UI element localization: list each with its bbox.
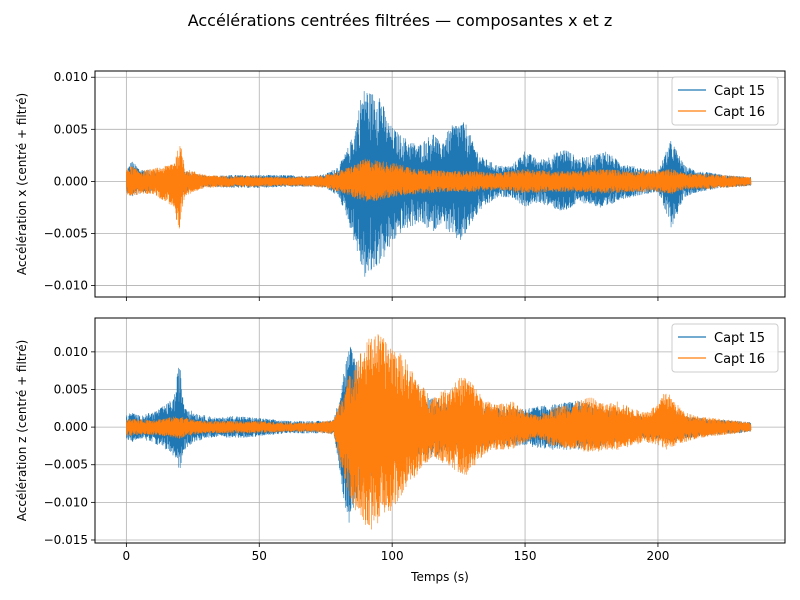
legend-label: Capt 16 <box>714 352 765 367</box>
x-tick-label: 100 <box>381 549 404 563</box>
series-line-capt-16 <box>126 146 752 229</box>
y-tick-label: 0.010 <box>54 345 88 359</box>
y-tick-label: 0.005 <box>54 122 88 136</box>
x-tick-label: 200 <box>646 549 669 563</box>
legend-box <box>671 323 779 373</box>
y-tick-label: 0.010 <box>54 70 88 84</box>
series-line-capt-16 <box>126 334 752 530</box>
legend-label: Capt 15 <box>714 84 765 99</box>
y-tick-label: −0.010 <box>44 279 88 293</box>
figure-title: Accélérations centrées filtrées — compos… <box>188 11 613 30</box>
x-axis-title: Temps (s) <box>410 570 469 584</box>
y-tick-label: −0.010 <box>44 495 88 509</box>
panel-x-acceleration: −0.010 −0.005 0.000 0.005 0.010 Accélération … <box>15 70 786 301</box>
y-tick-label: 0.000 <box>54 174 88 188</box>
x-tick-label: 50 <box>252 549 267 563</box>
axes-frame <box>94 317 786 544</box>
y-tick-label: −0.005 <box>44 226 88 240</box>
traces-group <box>126 334 752 530</box>
traces-group <box>126 90 752 277</box>
y-axis-title: Accélération x (centré + filtré) <box>15 93 29 275</box>
y-tick-label: −0.015 <box>44 533 88 547</box>
x-tick-label: 0 <box>123 549 131 563</box>
y-tick-label: 0.000 <box>54 420 88 434</box>
legend-label: Capt 16 <box>714 105 765 120</box>
legend: Capt 15 Capt 16 <box>671 76 779 126</box>
x-tick-label: 150 <box>514 549 537 563</box>
panel-z-acceleration: 0 50 100 150 200 −0.015 −0.010 −0.005 0.000 0.005… <box>15 317 786 563</box>
y-axis-title: Accélération z (centré + filtré) <box>15 340 29 522</box>
axes-frame <box>94 70 786 298</box>
legend: Capt 15 Capt 16 <box>671 323 779 373</box>
legend-label: Capt 15 <box>714 331 765 346</box>
y-tick-label: 0.005 <box>54 382 88 396</box>
y-tick-label: −0.005 <box>44 458 88 472</box>
legend-box <box>671 76 779 126</box>
